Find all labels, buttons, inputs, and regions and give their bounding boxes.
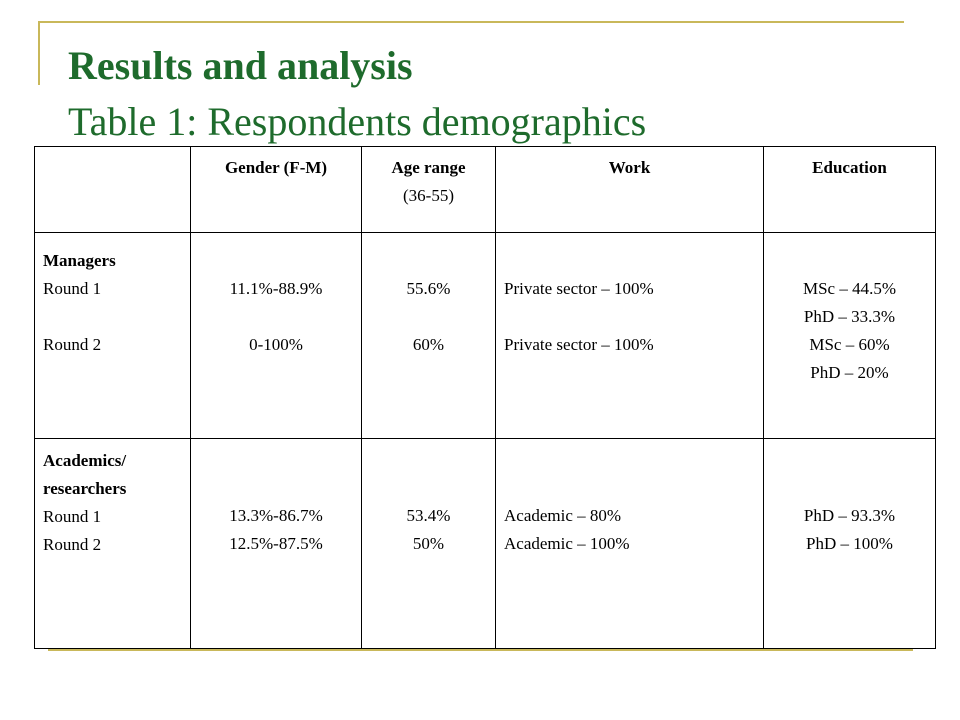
academics-age-r2: 50% [412, 534, 445, 553]
table-row-academics: Academics/ researchers Round 1 Round 2 1… [34, 438, 936, 649]
managers-education-1: MSc – 44.5% [802, 279, 897, 298]
academics-work-r2: Academic – 100% [504, 534, 630, 553]
slide-title-main: Results and analysis [68, 43, 413, 88]
managers-group-label: Managers [43, 251, 116, 270]
managers-education-3: MSc – 60% [809, 335, 890, 354]
managers-age-r2: 60% [412, 335, 445, 354]
managers-education-cell: MSc – 44.5% PhD – 33.3% MSc – 60% PhD – … [763, 232, 936, 439]
academics-education-cell: PhD – 93.3% PhD – 100% [763, 438, 936, 649]
managers-education-2: PhD – 33.3% [803, 307, 896, 326]
managers-round2-label: Round 2 [43, 335, 102, 354]
decorative-top-line [40, 21, 904, 23]
header-education: Education [763, 146, 936, 233]
managers-work-r2: Private sector – 100% [504, 335, 654, 354]
managers-gender-r1: 11.1%-88.9% [229, 279, 323, 298]
academics-age-r1: 53.4% [406, 506, 451, 525]
decorative-left-line [38, 21, 40, 85]
table-row-managers: Managers Round 1 Round 2 11.1%-88.9% 0-1… [34, 232, 936, 439]
academics-group-label-1: Academics/ [43, 451, 127, 470]
header-work: Work [495, 146, 764, 233]
academics-round1-label: Round 1 [43, 507, 102, 526]
managers-age-cell: 55.6% 60% [361, 232, 496, 439]
managers-work-r1: Private sector – 100% [504, 279, 654, 298]
slide-title: Results and analysis [68, 40, 413, 92]
header-gender: Gender (F-M) [190, 146, 362, 233]
header-age-title: Age range [391, 158, 466, 177]
academics-round2-label: Round 2 [43, 535, 102, 554]
academics-gender-r1: 13.3%-86.7% [229, 506, 323, 525]
slide-subtitle: Table 1: Respondents demographics [68, 99, 647, 144]
academics-label-cell: Academics/ researchers Round 1 Round 2 [34, 438, 191, 649]
header-empty-cell [34, 146, 191, 233]
academics-gender-cell: 13.3%-86.7% 12.5%-87.5% [190, 438, 362, 649]
academics-education-r1: PhD – 93.3% [803, 506, 896, 525]
academics-age-cell: 53.4% 50% [361, 438, 496, 649]
managers-age-r1: 55.6% [406, 279, 451, 298]
academics-work-r1: Academic – 80% [504, 506, 622, 525]
managers-work-cell: Private sector – 100% Private sector – 1… [495, 232, 764, 439]
managers-round1-label: Round 1 [43, 279, 102, 298]
managers-gender-cell: 11.1%-88.9% 0-100% [190, 232, 362, 439]
decorative-bottom-line [48, 649, 913, 651]
academics-gender-r2: 12.5%-87.5% [229, 534, 323, 553]
table-header-row: Gender (F-M) Age range (36-55) Work Educ… [34, 146, 936, 233]
managers-education-4: PhD – 20% [810, 363, 889, 382]
demographics-table: Gender (F-M) Age range (36-55) Work Educ… [34, 146, 936, 649]
managers-gender-r2: 0-100% [249, 335, 303, 354]
header-age-sub: (36-55) [403, 186, 454, 205]
managers-label-cell: Managers Round 1 Round 2 [34, 232, 191, 439]
academics-work-cell: Academic – 80% Academic – 100% [495, 438, 764, 649]
academics-education-r2: PhD – 100% [806, 534, 893, 553]
academics-group-label-2: researchers [43, 479, 127, 498]
header-age-range: Age range (36-55) [361, 146, 496, 233]
